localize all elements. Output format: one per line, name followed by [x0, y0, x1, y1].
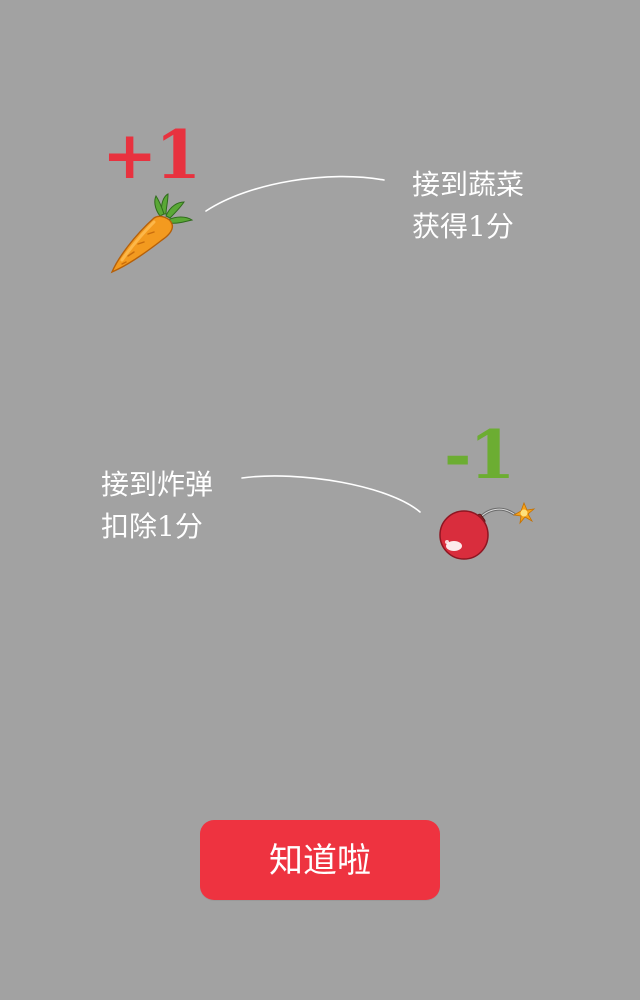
- got-it-button[interactable]: 知道啦: [200, 820, 440, 900]
- bomb-rule-text: 接到炸弹 扣除1分: [101, 464, 213, 548]
- bomb-icon: [439, 501, 536, 560]
- vegetable-rule-line1: 接到蔬菜: [412, 168, 525, 201]
- bomb-rule-line2: 扣除1分: [101, 510, 203, 543]
- minus-one-score: -1: [444, 416, 515, 494]
- vegetable-rule-line2: 获得1分: [412, 210, 514, 243]
- bomb-rule-line1: 接到炸弹: [101, 468, 214, 501]
- bomb-connector-line: [241, 475, 421, 513]
- carrot-icon: [110, 193, 194, 274]
- vegetable-rule-text: 接到蔬菜 获得1分: [412, 164, 524, 248]
- vegetable-connector-line: [205, 175, 385, 212]
- plus-one-score: +1: [102, 116, 201, 194]
